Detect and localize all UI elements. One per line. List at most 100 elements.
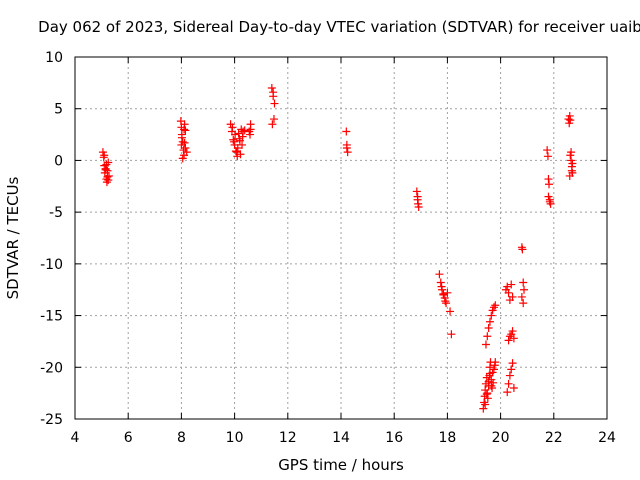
data-point <box>481 340 490 349</box>
data-point <box>517 292 526 301</box>
data-point <box>232 148 241 157</box>
x-tick-label: 6 <box>124 430 133 446</box>
x-tick-label: 14 <box>332 430 350 446</box>
y-axis-title: SDTVAR / TECUs <box>4 176 22 299</box>
data-point <box>343 148 352 157</box>
y-tick-label: -5 <box>49 205 63 221</box>
y-tick-label: 0 <box>54 153 63 169</box>
data-point <box>228 123 237 132</box>
data-point <box>181 126 190 135</box>
data-point <box>267 84 276 93</box>
data-point <box>487 311 496 320</box>
data-point <box>240 126 249 135</box>
data-point <box>504 336 513 345</box>
data-point <box>231 130 240 139</box>
data-point <box>518 245 527 254</box>
data-point <box>567 166 576 175</box>
data-point <box>238 140 247 149</box>
data-points <box>98 84 577 413</box>
data-point <box>505 371 514 380</box>
data-point <box>104 176 113 185</box>
data-point <box>483 394 492 403</box>
data-point <box>342 127 351 136</box>
data-point <box>479 404 488 413</box>
data-point <box>519 278 528 287</box>
data-point <box>230 137 239 146</box>
data-point <box>100 151 109 160</box>
data-point <box>504 288 513 297</box>
data-point <box>487 381 496 390</box>
data-point <box>180 125 189 134</box>
data-point <box>269 88 278 97</box>
data-point <box>436 278 445 287</box>
data-point <box>509 383 518 392</box>
data-point <box>481 400 490 409</box>
data-point <box>442 299 451 308</box>
data-point <box>482 390 491 399</box>
data-point <box>178 154 187 163</box>
data-point <box>177 133 186 142</box>
y-tick-label: -25 <box>40 412 63 428</box>
data-point <box>181 144 190 153</box>
x-tick-label: 24 <box>598 430 616 446</box>
data-point <box>342 144 351 153</box>
data-point <box>180 138 189 147</box>
data-point <box>504 379 513 388</box>
data-point <box>447 330 456 339</box>
data-point <box>105 171 114 180</box>
data-point <box>566 116 575 125</box>
data-point <box>235 134 244 143</box>
x-tick-label: 4 <box>71 430 80 446</box>
grid <box>75 57 607 419</box>
data-point <box>544 192 553 201</box>
data-point <box>508 292 517 301</box>
y-tick-label: -10 <box>40 257 63 273</box>
data-point <box>491 358 500 367</box>
data-point <box>233 144 242 153</box>
data-point <box>412 187 421 196</box>
data-point <box>491 301 500 310</box>
data-point <box>507 280 516 289</box>
x-tick-label: 12 <box>279 430 297 446</box>
data-point <box>229 135 238 144</box>
data-point <box>519 299 528 308</box>
data-point <box>413 192 422 201</box>
x-tick-label: 18 <box>438 430 456 446</box>
data-point <box>545 180 554 189</box>
data-point <box>414 202 423 211</box>
data-point <box>509 334 518 343</box>
y-tick-label: 5 <box>54 102 63 118</box>
data-point <box>567 148 576 157</box>
data-point <box>269 115 278 124</box>
x-tick-label: 20 <box>492 430 510 446</box>
data-point <box>489 365 498 374</box>
data-point <box>543 152 552 161</box>
data-point <box>101 165 110 174</box>
data-point <box>568 159 577 168</box>
data-point <box>484 323 493 332</box>
data-point <box>446 307 455 316</box>
y-tick-label: 10 <box>45 50 63 66</box>
data-point <box>268 120 277 129</box>
data-point <box>503 388 512 397</box>
data-point <box>484 377 493 386</box>
data-point <box>508 359 517 368</box>
plot-frame <box>74 56 608 420</box>
chart-title: Day 062 of 2023, Sidereal Day-to-day VTE… <box>38 18 640 36</box>
data-point <box>545 197 554 206</box>
data-point <box>443 288 452 297</box>
data-point <box>485 317 494 326</box>
data-point <box>485 369 494 378</box>
x-axis-title: GPS time / hours <box>278 456 404 474</box>
data-point <box>441 297 450 306</box>
data-point <box>483 332 492 341</box>
data-point <box>437 282 446 291</box>
data-point <box>102 160 111 169</box>
data-point <box>182 148 191 157</box>
x-tick-label: 22 <box>545 430 563 446</box>
data-point <box>508 327 517 336</box>
data-point <box>507 365 516 374</box>
x-tick-label: 16 <box>385 430 403 446</box>
y-tick-label: -15 <box>40 309 63 325</box>
